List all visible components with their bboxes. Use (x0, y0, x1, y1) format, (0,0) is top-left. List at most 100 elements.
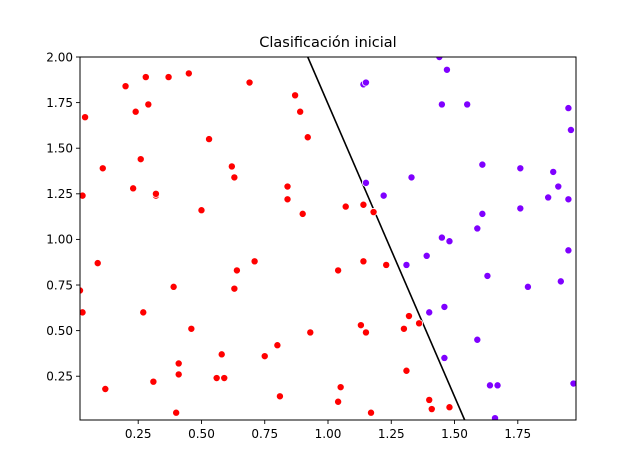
scatter-point (440, 302, 449, 311)
scatter-point (172, 408, 181, 417)
x-tick-label: 1.25 (378, 427, 405, 441)
scatter-point (516, 164, 525, 173)
scatter-point (556, 277, 565, 286)
scatter-point (101, 384, 110, 393)
scatter-point (407, 173, 416, 182)
scatter-point (437, 233, 446, 242)
scatter-point (442, 65, 451, 74)
scatter-point (336, 383, 345, 392)
scatter-point (260, 352, 269, 361)
scatter-point (478, 160, 487, 169)
x-tick-label: 0.75 (251, 427, 278, 441)
scatter-point (566, 125, 575, 134)
scatter-point (399, 324, 408, 333)
scatter-point (361, 78, 370, 87)
scatter-point (473, 224, 482, 233)
scatter-point (81, 113, 90, 122)
x-tick-label: 0.50 (188, 427, 215, 441)
scatter-point (131, 107, 140, 116)
scatter-point (212, 374, 221, 383)
scatter-point (298, 209, 307, 218)
scatter-point (569, 379, 576, 388)
scatter-point (275, 392, 284, 401)
scatter-point (227, 162, 236, 171)
scatter-point (440, 353, 449, 362)
scatter-point (379, 191, 388, 200)
y-tick-label: 0.50 (46, 324, 73, 338)
scatter-point (169, 282, 178, 291)
scatter-point (250, 257, 259, 266)
scatter-point (220, 374, 229, 383)
scatter-point (523, 282, 532, 291)
y-tick-label: 0.25 (46, 370, 73, 384)
scatter-point (303, 133, 312, 142)
scatter-point (516, 204, 525, 213)
scatter-point (369, 208, 378, 217)
scatter-point (121, 82, 130, 91)
scatter-point (151, 189, 160, 198)
scatter-point (129, 184, 138, 193)
scatter-point (402, 260, 411, 269)
scatter-point (544, 193, 553, 202)
scatter-point (415, 319, 424, 328)
scatter-point (445, 403, 454, 412)
scatter-point (549, 167, 558, 176)
y-tick-label: 1.75 (46, 96, 73, 110)
scatter-point (136, 155, 145, 164)
scatter-point (232, 266, 241, 275)
x-axis: 0.25 0.50 0.75 1.00 1.25 1.50 1.75 (125, 420, 531, 441)
scatter-point (356, 321, 365, 330)
scatter-point (493, 381, 502, 390)
scatter-point (296, 107, 305, 116)
scatter-point (422, 251, 431, 260)
scatter-point (445, 237, 454, 246)
scatter-point (306, 328, 315, 337)
x-tick-label: 1.50 (441, 427, 468, 441)
scatter-point (217, 350, 226, 359)
scatter-point (334, 397, 343, 406)
y-tick-label: 1.25 (46, 187, 73, 201)
x-tick-label: 1.00 (315, 427, 342, 441)
scatter-point (359, 257, 368, 266)
scatter-point (283, 182, 292, 191)
y-tick-label: 1.00 (46, 233, 73, 247)
scatter-point (402, 366, 411, 375)
y-axis: 0.25 0.50 0.75 1.00 1.25 1.50 1.75 2.00 (46, 50, 80, 384)
scatter-point (184, 69, 193, 78)
scatter-point (483, 271, 492, 280)
scatter-point (359, 200, 368, 209)
scatter-point (174, 359, 183, 368)
scatter-point (485, 381, 494, 390)
scatter-point (564, 246, 573, 255)
scatter-point (473, 335, 482, 344)
scatter-point (491, 414, 500, 420)
scatter-point (427, 405, 436, 414)
scatter-point (245, 78, 254, 87)
scatter-point (291, 91, 300, 100)
scatter-point (404, 312, 413, 321)
scatter-point (174, 370, 183, 379)
scatter-point (463, 100, 472, 109)
scatter-point (564, 195, 573, 204)
decision-boundary-line (307, 57, 466, 420)
scatter-point (80, 308, 87, 317)
x-tick-label: 0.25 (125, 427, 152, 441)
scatter-point (382, 260, 391, 269)
scatter-point (425, 395, 434, 404)
scatter-point (273, 341, 282, 350)
scatter-point (230, 173, 239, 182)
scatter-point (334, 266, 343, 275)
y-tick-label: 2.00 (46, 50, 73, 64)
decision-boundary-layer (307, 57, 466, 420)
scatter-point (144, 100, 153, 109)
scatter-point (98, 164, 107, 173)
scatter-point (187, 324, 196, 333)
scatter-point (425, 308, 434, 317)
scatter-point (554, 182, 563, 191)
x-tick-label: 1.75 (504, 427, 531, 441)
scatter-point (437, 100, 446, 109)
scatter-point (283, 195, 292, 204)
scatter-points-layer (80, 57, 576, 420)
